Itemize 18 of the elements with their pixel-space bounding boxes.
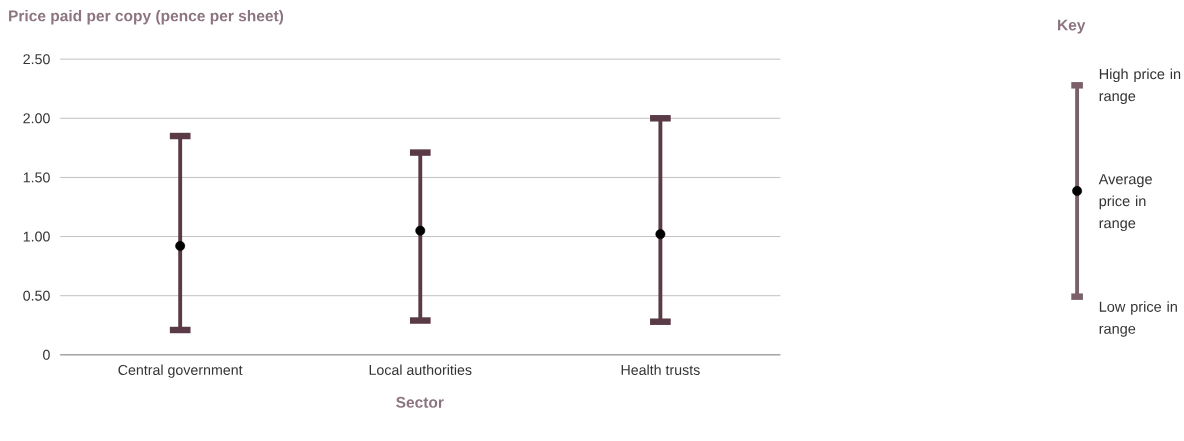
point: [415, 225, 426, 236]
point: [175, 241, 186, 251]
x-tick-label: Central government: [118, 364, 243, 378]
y-tick-label: 1.50: [23, 172, 50, 183]
x-tick-label: Local authorities: [369, 364, 472, 375]
y-axis-title: Price paid per copy (pence per sheet): [9, 9, 284, 25]
y-tick-label: 2.00: [23, 113, 50, 124]
y-tick-label: 0.50: [23, 290, 50, 301]
legend-title: Key: [1058, 19, 1086, 34]
y-tick-label: 2.50: [23, 54, 50, 65]
x-axis-title: Sector: [396, 396, 444, 408]
text: Low price in range: [1099, 301, 1177, 337]
text: Average price in range: [1098, 174, 1152, 232]
x-tick-label: Health trusts: [621, 364, 700, 375]
point: [655, 229, 666, 240]
y-tick-label: 1.00: [23, 231, 50, 242]
y-tick-label: 0: [43, 349, 50, 360]
text: High price in range: [1099, 68, 1181, 105]
